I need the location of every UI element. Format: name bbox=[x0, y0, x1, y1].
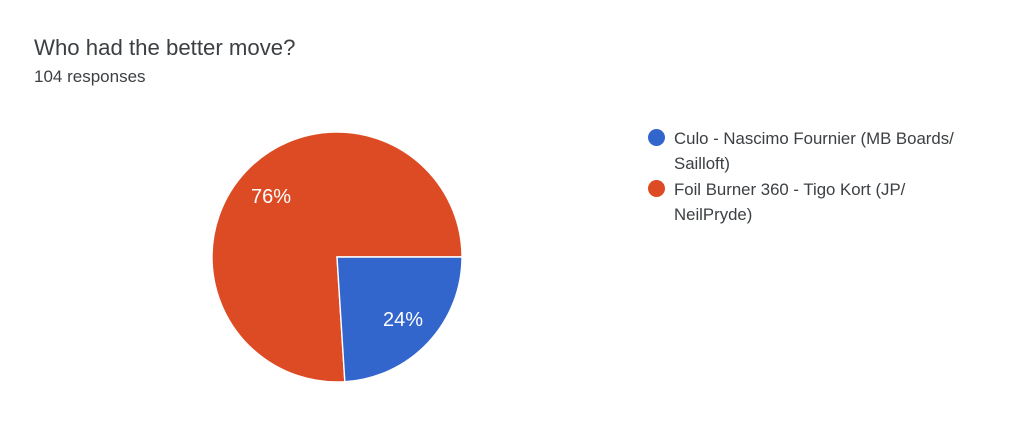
svg-text:76%: 76% bbox=[251, 186, 291, 208]
svg-text:24%: 24% bbox=[383, 309, 423, 331]
